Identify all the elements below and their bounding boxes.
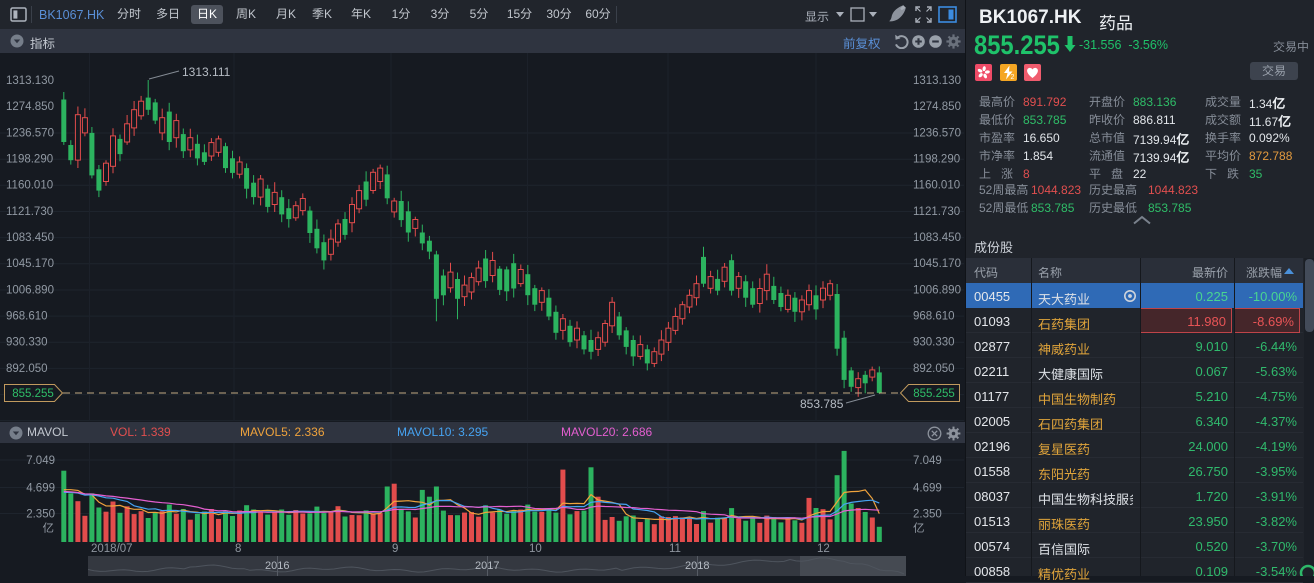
svg-text:930.330: 930.330 [913,337,955,349]
svg-text:1313.130: 1313.130 [913,75,961,87]
svg-text:2.350: 2.350 [913,509,942,521]
svg-text:1083.450: 1083.450 [6,232,54,244]
svg-text:4.699: 4.699 [26,483,55,495]
svg-text:4.699: 4.699 [913,483,942,495]
svg-text:1313.111: 1313.111 [182,65,231,79]
svg-text:1236.570: 1236.570 [913,127,961,139]
svg-text:1313.130: 1313.130 [6,75,54,87]
svg-text:1236.570: 1236.570 [6,127,54,139]
svg-text:2.350: 2.350 [26,509,55,521]
svg-text:7.049: 7.049 [913,455,942,467]
svg-text:1160.010: 1160.010 [913,180,960,192]
svg-text:1006.890: 1006.890 [6,284,54,296]
svg-text:1198.290: 1198.290 [6,154,53,166]
svg-text:1121.730: 1121.730 [913,206,960,218]
svg-text:892.050: 892.050 [913,363,955,375]
svg-text:1198.290: 1198.290 [913,154,960,166]
svg-text:968.610: 968.610 [913,310,955,322]
svg-text:968.610: 968.610 [6,310,48,322]
svg-text:892.050: 892.050 [6,363,48,375]
svg-text:1274.850: 1274.850 [6,101,54,113]
svg-text:853.785: 853.785 [800,397,844,411]
svg-text:1274.850: 1274.850 [913,101,961,113]
svg-text:1045.170: 1045.170 [913,258,961,270]
svg-text:1045.170: 1045.170 [6,258,54,270]
svg-text:1006.890: 1006.890 [913,284,961,296]
svg-text:亿: 亿 [913,522,925,535]
svg-text:1160.010: 1160.010 [6,180,53,192]
svg-text:1121.730: 1121.730 [6,206,53,218]
svg-text:855.255: 855.255 [12,388,54,400]
svg-text:7.049: 7.049 [26,455,55,467]
svg-text:930.330: 930.330 [6,337,48,349]
svg-text:1083.450: 1083.450 [913,232,961,244]
svg-text:2: 2 [1011,74,1015,81]
svg-text:855.255: 855.255 [913,388,955,400]
svg-text:亿: 亿 [43,522,55,535]
